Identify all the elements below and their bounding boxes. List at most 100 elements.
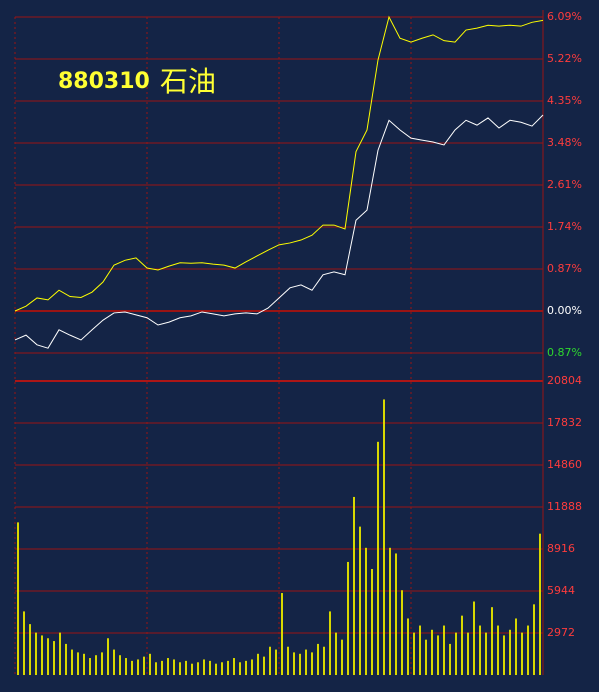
volume-bar xyxy=(413,632,415,675)
volume-bar xyxy=(287,646,289,675)
volume-bar xyxy=(29,624,31,675)
volume-bar xyxy=(239,662,241,675)
volume-bar xyxy=(203,659,205,675)
y-tick-label: 5944 xyxy=(547,584,575,597)
y-tick-label: 20804 xyxy=(547,374,582,387)
volume-bar xyxy=(95,655,97,675)
y-tick-label: 17832 xyxy=(547,416,582,429)
volume-bar xyxy=(503,635,505,675)
volume-bar xyxy=(299,653,301,675)
volume-bar xyxy=(275,649,277,675)
volume-bar xyxy=(143,656,145,675)
volume-bar xyxy=(419,625,421,675)
volume-bar xyxy=(509,629,511,675)
y-tick-label: 2972 xyxy=(547,626,575,639)
volume-bar xyxy=(497,625,499,675)
volume-bar xyxy=(173,659,175,675)
volume-bar xyxy=(353,496,355,675)
volume-bar xyxy=(53,641,55,675)
volume-bar xyxy=(209,660,211,675)
volume-bar xyxy=(107,638,109,675)
y-tick-label: 11888 xyxy=(547,500,582,513)
volume-bar xyxy=(257,653,259,675)
volume-bar xyxy=(227,660,229,675)
y-tick-label: 0.00% xyxy=(547,304,582,317)
volume-bar xyxy=(359,526,361,675)
volume-bar xyxy=(335,632,337,675)
volume-bar xyxy=(485,632,487,675)
volume-bar xyxy=(455,632,457,675)
volume-bar xyxy=(311,652,313,675)
volume-bar xyxy=(467,632,469,675)
volume-bar xyxy=(515,618,517,675)
volume-bar xyxy=(137,659,139,675)
volume-bar xyxy=(149,653,151,675)
volume-bar xyxy=(521,632,523,675)
volume-bar xyxy=(59,632,61,675)
volume-bar xyxy=(197,662,199,675)
volume-bar xyxy=(443,625,445,675)
volume-bar xyxy=(329,611,331,675)
volume-bar xyxy=(491,607,493,675)
volume-bar xyxy=(251,659,253,675)
volume-bar xyxy=(293,652,295,675)
volume-bar xyxy=(377,441,379,675)
volume-bar xyxy=(191,663,193,675)
volume-bar xyxy=(35,632,37,675)
volume-bar xyxy=(263,656,265,675)
volume-bar xyxy=(17,522,19,675)
y-tick-label: 0.87% xyxy=(547,346,582,359)
volume-bar xyxy=(425,639,427,675)
volume-bar xyxy=(479,625,481,675)
volume-bar xyxy=(473,601,475,675)
volume-bar xyxy=(41,635,43,675)
volume-bar xyxy=(317,643,319,675)
volume-bar xyxy=(119,655,121,675)
chart-title: 880310 xyxy=(58,69,150,94)
volume-bar xyxy=(527,625,529,675)
volume-bar xyxy=(539,533,541,675)
volume-bar xyxy=(71,649,73,675)
y-tick-label: 0.87% xyxy=(547,262,582,275)
y-tick-label: 1.74% xyxy=(547,220,582,233)
volume-bar xyxy=(167,658,169,675)
vertical-grid xyxy=(14,17,412,675)
volume-bar xyxy=(101,652,103,675)
volume-bar xyxy=(215,663,217,675)
volume-bar xyxy=(395,553,397,675)
volume-bar xyxy=(233,658,235,675)
volume-bar xyxy=(269,646,271,675)
volume-bar xyxy=(341,639,343,675)
volume-bar xyxy=(245,660,247,675)
volume-bar xyxy=(125,658,127,675)
volume-bar xyxy=(437,635,439,675)
volume-bar xyxy=(155,662,157,675)
chart-subtitle: 石油 xyxy=(160,65,216,98)
volume-bar xyxy=(281,593,283,675)
y-tick-label: 3.48% xyxy=(547,136,582,149)
volume-bar xyxy=(389,547,391,675)
volume-bar xyxy=(449,643,451,675)
y-tick-label: 4.35% xyxy=(547,94,582,107)
volume-bar xyxy=(401,590,403,675)
volume-bar xyxy=(179,662,181,675)
volume-bar xyxy=(371,569,373,675)
y-tick-label: 2.61% xyxy=(547,178,582,191)
volume-bar xyxy=(89,658,91,675)
volume-bar xyxy=(47,638,49,675)
volume-bar xyxy=(461,615,463,675)
volume-bar xyxy=(347,561,349,675)
price-line xyxy=(14,114,544,349)
volume-bar xyxy=(323,646,325,675)
volume-bar xyxy=(305,649,307,675)
volume-bar xyxy=(161,660,163,675)
volume-bar xyxy=(431,629,433,675)
volume-bar xyxy=(65,643,67,675)
volume-bar xyxy=(533,604,535,675)
y-tick-label: 5.22% xyxy=(547,52,582,65)
volume-bar xyxy=(23,611,25,675)
volume-bar xyxy=(185,660,187,675)
y-tick-label: 6.09% xyxy=(547,10,582,23)
